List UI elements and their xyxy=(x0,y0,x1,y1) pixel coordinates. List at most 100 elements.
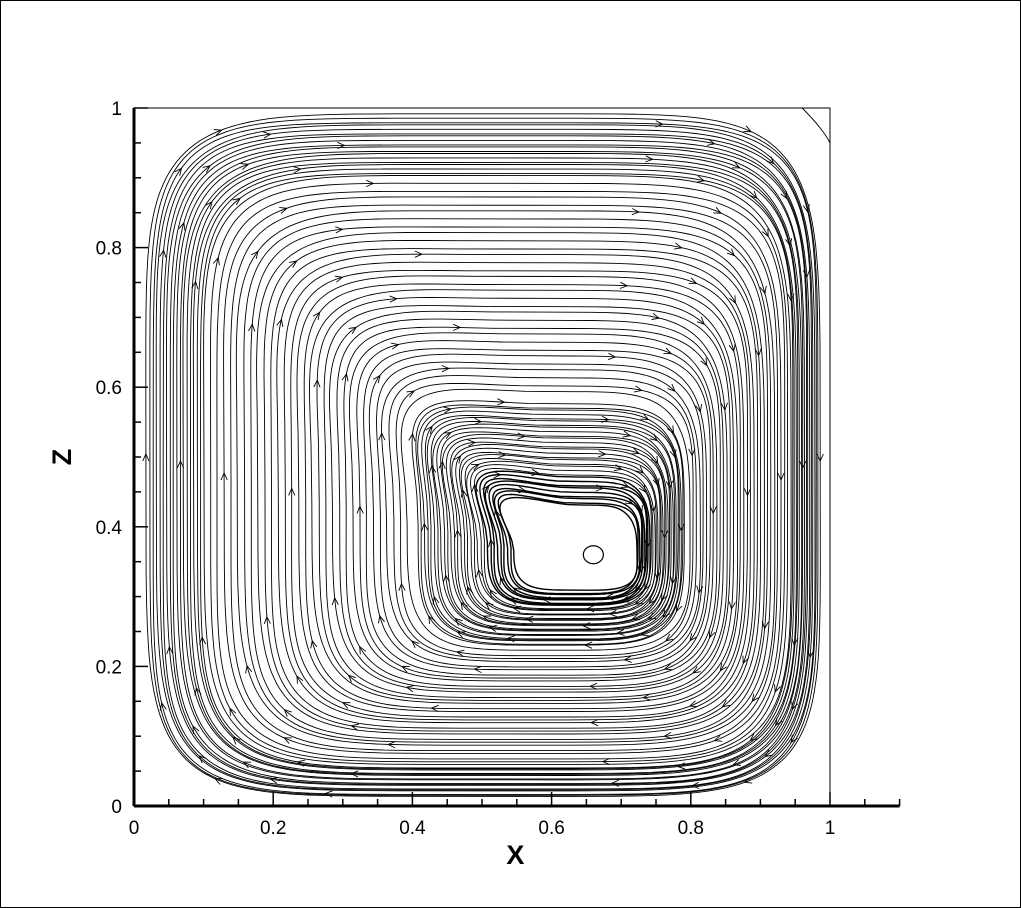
flow-arrow xyxy=(651,313,661,320)
flow-arrow xyxy=(506,635,515,643)
flow-arrow xyxy=(493,508,501,518)
streamline xyxy=(473,468,652,610)
streamline xyxy=(445,437,667,626)
flow-arrow xyxy=(473,665,482,674)
streamline xyxy=(200,173,794,769)
flow-arrow xyxy=(493,471,502,479)
flow-arrow xyxy=(661,530,669,539)
flow-arrow xyxy=(790,734,798,744)
flow-arrow xyxy=(509,598,519,605)
flow-arrow xyxy=(640,629,650,637)
flow-arrow xyxy=(428,615,436,624)
flow-arrow xyxy=(669,449,677,459)
flow-arrow xyxy=(647,612,657,620)
flow-arrow xyxy=(421,522,429,532)
flow-arrow xyxy=(242,761,252,769)
flow-arrow xyxy=(212,256,220,266)
flow-arrow xyxy=(589,682,598,690)
flow-arrow xyxy=(460,489,468,498)
flow-arrow xyxy=(283,737,292,744)
streamline xyxy=(336,318,724,690)
flow-arrow xyxy=(497,398,506,406)
flow-arrow xyxy=(636,505,643,514)
streamline xyxy=(492,487,643,599)
flow-arrow xyxy=(663,663,673,671)
y-tick-label: 0.8 xyxy=(96,239,122,260)
flow-arrow xyxy=(766,156,775,165)
flow-arrow xyxy=(751,693,760,703)
flow-arrow xyxy=(454,529,462,538)
flow-arrow xyxy=(192,725,200,734)
flow-arrow xyxy=(452,323,462,331)
flow-arrow xyxy=(350,770,359,778)
flow-arrow xyxy=(310,639,318,649)
flow-arrow xyxy=(590,719,599,727)
flow-arrow xyxy=(665,633,674,642)
flow-arrow xyxy=(279,206,288,214)
streamline xyxy=(145,113,821,797)
streamline xyxy=(426,416,677,636)
flow-arrow xyxy=(389,295,398,303)
flow-arrow xyxy=(780,190,788,200)
flow-arrow xyxy=(517,486,527,494)
flow-arrow xyxy=(405,685,415,693)
flow-arrow xyxy=(802,269,811,279)
flow-arrow xyxy=(337,141,346,150)
flow-arrow xyxy=(655,120,664,128)
flow-arrow xyxy=(474,417,483,425)
flow-arrow xyxy=(176,459,185,469)
flow-arrow xyxy=(498,451,507,459)
flow-arrow xyxy=(471,463,480,471)
flow-arrow xyxy=(608,609,617,618)
streamline xyxy=(499,496,638,591)
flow-arrow xyxy=(743,488,752,497)
flow-arrow xyxy=(467,439,477,447)
flow-arrow xyxy=(401,666,410,673)
flow-arrow xyxy=(616,628,625,636)
flow-arrow xyxy=(488,538,496,548)
flow-arrow xyxy=(787,293,795,302)
flow-arrow xyxy=(662,609,671,619)
flow-arrow xyxy=(645,155,654,163)
streamline xyxy=(430,421,675,635)
flow-arrow xyxy=(482,615,492,623)
streamline xyxy=(470,464,654,611)
flow-arrow xyxy=(663,347,673,355)
flow-arrow xyxy=(642,693,651,701)
streamline xyxy=(263,240,762,732)
streamline xyxy=(283,261,751,721)
streamline xyxy=(216,190,786,760)
streamline xyxy=(479,474,649,605)
flow-arrow xyxy=(406,390,415,398)
flow-arrow xyxy=(341,702,351,709)
flow-arrow xyxy=(721,699,730,708)
flow-arrow xyxy=(743,776,753,784)
streamline xyxy=(411,400,685,646)
x-tick-label: 0.6 xyxy=(538,818,564,839)
flow-arrow xyxy=(631,208,641,216)
flow-arrow xyxy=(288,487,296,496)
flow-arrow xyxy=(690,781,700,789)
flow-arrow xyxy=(661,592,668,602)
flow-arrow xyxy=(692,666,701,674)
flow-arrow xyxy=(378,614,385,624)
vortex-core xyxy=(582,545,604,565)
streamline xyxy=(159,128,814,791)
streamline xyxy=(415,404,684,645)
streamline xyxy=(155,124,816,792)
streamline xyxy=(440,431,670,630)
flow-arrow xyxy=(728,343,736,353)
flow-arrow xyxy=(677,523,685,532)
streamline xyxy=(270,248,758,729)
flow-arrow xyxy=(411,640,420,649)
flow-arrow xyxy=(481,484,490,494)
flow-arrow xyxy=(754,348,762,357)
flow-arrow xyxy=(601,757,610,766)
flow-arrow xyxy=(649,503,657,513)
flow-arrow xyxy=(607,352,617,361)
flow-arrow xyxy=(620,595,630,603)
flow-arrow xyxy=(696,175,706,183)
flow-arrow xyxy=(466,585,473,595)
flow-arrow xyxy=(542,596,551,604)
